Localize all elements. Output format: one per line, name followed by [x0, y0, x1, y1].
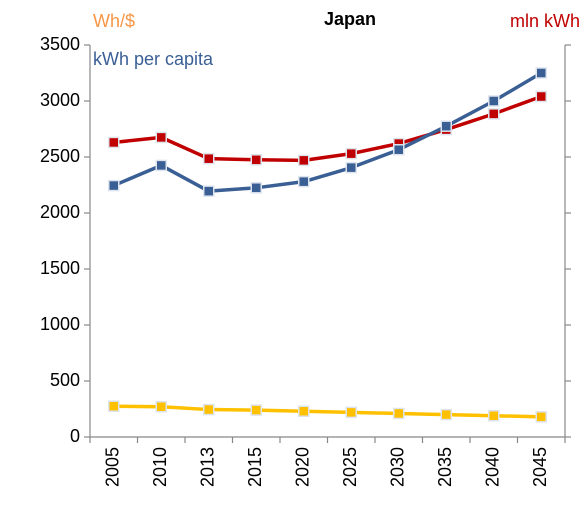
x-tick-label: 2015	[245, 447, 265, 487]
chart-title: Japan	[324, 9, 376, 29]
point-marker	[345, 161, 357, 174]
x-tick-label: 2010	[150, 447, 170, 487]
series-label: kWh per capita	[93, 49, 214, 69]
point-marker	[345, 406, 357, 419]
point-marker	[203, 185, 215, 197]
series-line	[113, 94, 542, 163]
y-tick-label: 0	[70, 426, 80, 446]
x-tick-label: 2005	[103, 447, 123, 487]
right-unit-label: mln kWh	[510, 11, 580, 31]
point-marker	[203, 403, 215, 416]
x-tick-label: 2040	[483, 447, 503, 487]
point-marker	[108, 179, 120, 192]
y-tick-label: 1000	[40, 314, 80, 334]
point-marker	[108, 400, 120, 412]
series-line	[113, 71, 543, 193]
x-tick-label: 2045	[530, 447, 550, 487]
point-marker	[155, 131, 167, 144]
point-marker	[108, 136, 120, 149]
point-marker	[250, 154, 262, 166]
series-line	[113, 404, 542, 419]
x-tick-label: 2025	[340, 447, 360, 487]
left-unit-label: Wh/$	[93, 11, 135, 31]
point-marker	[488, 409, 500, 422]
x-tick-label: 2030	[388, 447, 408, 487]
y-tick-label: 500	[50, 370, 80, 390]
point-marker	[535, 90, 547, 103]
point-marker	[298, 154, 310, 167]
x-tick-label: 2020	[293, 447, 313, 487]
point-marker	[440, 120, 452, 132]
point-marker	[535, 411, 547, 423]
x-tick-label: 2013	[198, 447, 218, 487]
point-marker	[440, 408, 452, 421]
y-tick-label: 3500	[40, 34, 80, 54]
y-tick-label: 2500	[40, 146, 80, 166]
point-marker	[345, 147, 357, 160]
point-marker	[393, 407, 405, 420]
point-marker	[203, 152, 215, 165]
point-marker	[155, 401, 167, 413]
point-marker	[488, 108, 500, 120]
point-marker	[298, 405, 310, 417]
point-marker	[488, 95, 500, 107]
point-marker	[250, 182, 262, 194]
point-marker	[298, 175, 310, 188]
point-marker	[535, 67, 547, 79]
x-tick-label: 2035	[435, 447, 455, 487]
point-marker	[250, 404, 262, 416]
point-marker	[393, 143, 405, 156]
y-tick-label: 2000	[40, 202, 80, 222]
point-marker	[155, 159, 167, 172]
y-tick-label: 1500	[40, 258, 80, 278]
y-tick-label: 3000	[40, 90, 80, 110]
